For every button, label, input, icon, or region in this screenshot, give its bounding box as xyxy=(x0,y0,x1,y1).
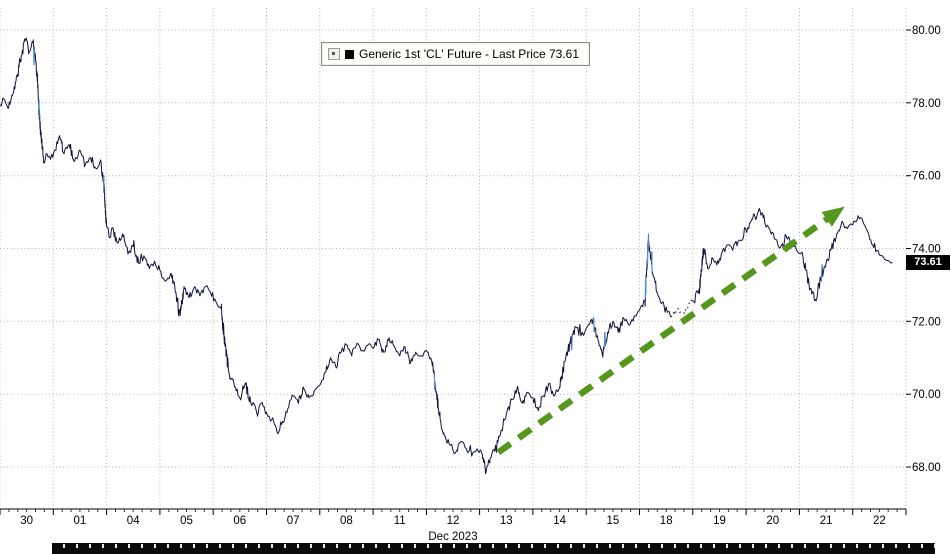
grid-layer xyxy=(0,8,907,508)
axis-layer xyxy=(0,29,911,515)
svg-text:08: 08 xyxy=(340,515,353,527)
bottom-panel-strip xyxy=(52,543,935,554)
svg-text:11: 11 xyxy=(394,515,406,527)
svg-text:78.00: 78.00 xyxy=(912,98,941,110)
svg-text:20: 20 xyxy=(766,515,779,527)
svg-text:74.00: 74.00 xyxy=(912,244,941,256)
svg-text:30: 30 xyxy=(20,515,33,527)
last-price-value: 73.61 xyxy=(914,256,942,268)
svg-text:04: 04 xyxy=(127,515,140,527)
series-marker-icon xyxy=(345,49,354,59)
svg-text:05: 05 xyxy=(180,515,193,527)
price-line xyxy=(0,37,893,475)
svg-text:76.00: 76.00 xyxy=(912,171,941,183)
svg-text:80.00: 80.00 xyxy=(912,25,941,37)
last-price-badge: 73.61 xyxy=(906,255,950,270)
bottom-panel-ticks xyxy=(52,544,935,548)
trend-arrow xyxy=(496,206,845,456)
svg-text:19: 19 xyxy=(713,515,726,527)
svg-text:22: 22 xyxy=(873,515,886,527)
y-axis-labels: 68.00 70.00 72.00 74.00 76.00 78.00 80.00 xyxy=(912,25,941,474)
svg-text:15: 15 xyxy=(607,515,620,527)
svg-text:14: 14 xyxy=(553,515,566,527)
x-axis-labels: 30 01 04 05 06 07 08 11 12 13 14 15 18 19 20 21 22 xyxy=(20,515,886,527)
chart-legend: Generic 1st 'CL' Future - Last Price 73.… xyxy=(321,42,591,66)
legend-label: Generic 1st 'CL' Future - Last Price 73.… xyxy=(359,47,580,61)
svg-text:01: 01 xyxy=(74,515,87,527)
svg-text:72.00: 72.00 xyxy=(912,316,941,328)
svg-text:12: 12 xyxy=(447,515,460,527)
svg-text:70.00: 70.00 xyxy=(912,389,941,401)
legend-checkbox-icon[interactable] xyxy=(328,48,340,60)
x-axis-month-label: Dec 2023 xyxy=(428,531,478,543)
svg-text:13: 13 xyxy=(500,515,513,527)
price-line-highlights xyxy=(33,46,823,390)
svg-text:18: 18 xyxy=(660,515,673,527)
svg-text:07: 07 xyxy=(287,515,300,527)
svg-text:21: 21 xyxy=(820,515,833,527)
svg-text:68.00: 68.00 xyxy=(912,462,941,474)
svg-text:06: 06 xyxy=(233,515,246,527)
